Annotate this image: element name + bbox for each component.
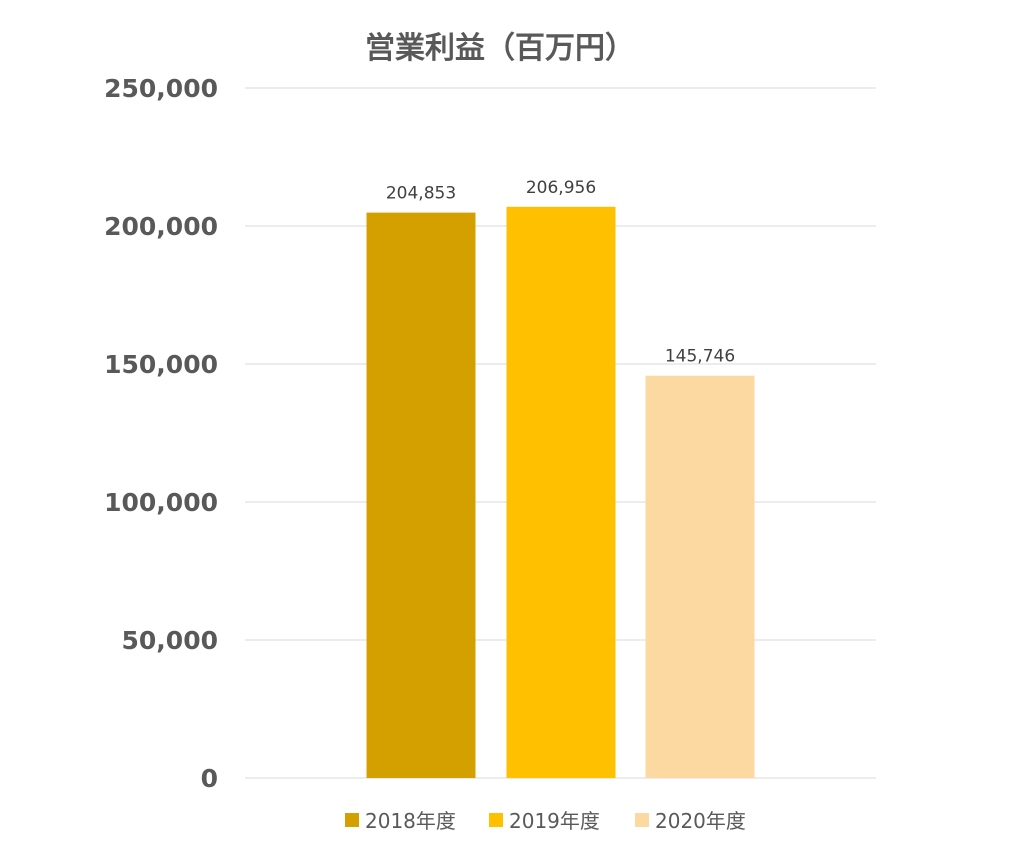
y-tick-label: 0 (201, 764, 218, 793)
bar-2018年度 (366, 212, 476, 778)
data-label: 206,956 (526, 178, 596, 198)
y-tick-label: 250,000 (104, 74, 218, 103)
legend-swatch (489, 813, 503, 827)
data-labels: 204,853 206,956 145,746 (386, 178, 735, 367)
bar-2019年度 (506, 206, 616, 778)
y-tick-label: 100,000 (104, 488, 218, 517)
legend-swatch (635, 813, 649, 827)
legend: 2018年度 2019年度 2020年度 (345, 809, 746, 833)
legend-label: 2020年度 (655, 809, 746, 833)
data-label: 204,853 (386, 184, 456, 204)
bar-2020年度 (645, 375, 755, 778)
legend-label: 2018年度 (365, 809, 456, 833)
y-axis-tick-labels: 0 50,000 100,000 150,000 200,000 250,000 (104, 74, 218, 793)
bars (366, 206, 755, 778)
y-tick-label: 50,000 (122, 626, 218, 655)
data-label: 145,746 (665, 347, 735, 367)
legend-swatch (345, 813, 359, 827)
legend-label: 2019年度 (509, 809, 600, 833)
chart-title: 営業利益（百万円） (365, 31, 635, 66)
y-tick-label: 150,000 (104, 350, 218, 379)
y-tick-label: 200,000 (104, 212, 218, 241)
